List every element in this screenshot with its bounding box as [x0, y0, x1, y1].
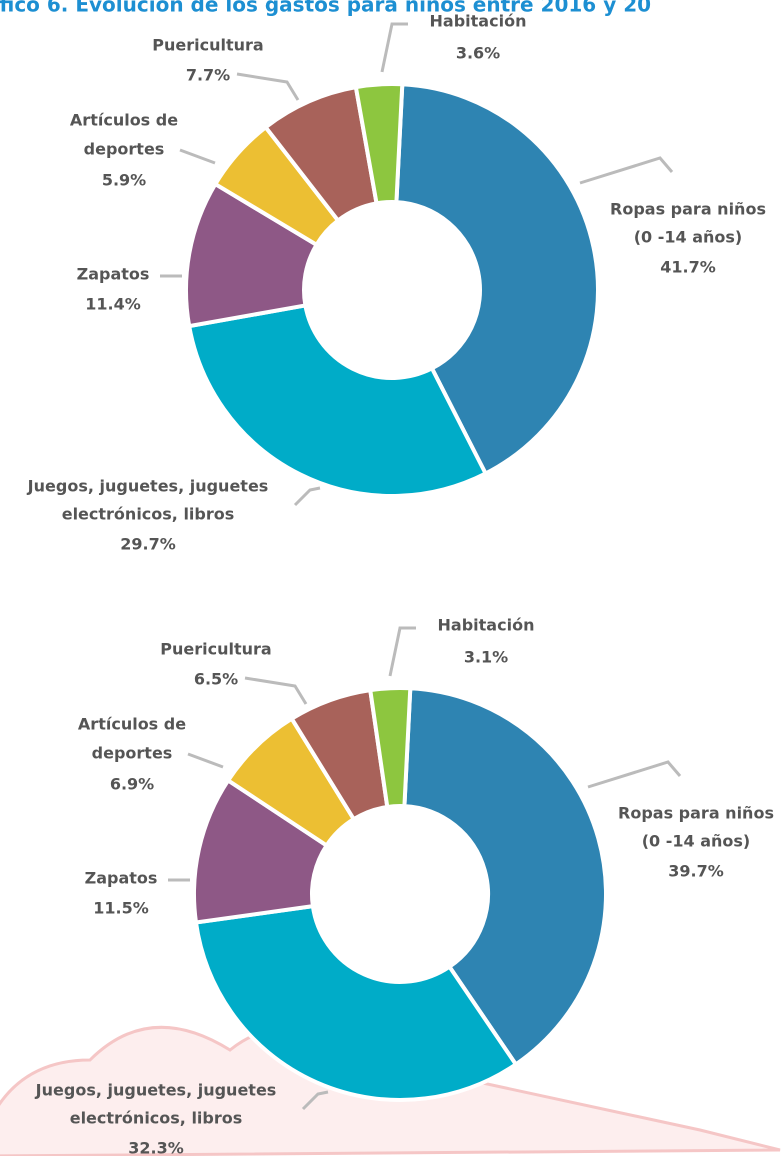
slice-label: Puericultura: [152, 36, 263, 55]
value-label: 6.5%: [194, 670, 238, 689]
slice-label: Artículos de: [70, 111, 178, 130]
slice-label: electrónicos, libros: [70, 1109, 243, 1128]
value-label: 7.7%: [186, 66, 230, 85]
slice-label: deportes: [92, 744, 173, 763]
leader-line: [187, 752, 224, 769]
value-label: 6.9%: [110, 775, 154, 794]
chart-title: áfico 6. Evolución de los gastos para ni…: [0, 0, 651, 17]
slice-label: Juegos, juguetes, juguetes: [27, 477, 269, 496]
slice-label: electrónicos, libros: [62, 505, 235, 524]
slice-label: Ropas para niños: [610, 200, 766, 219]
leader-line: [380, 22, 408, 73]
slice-label: (0 -14 años): [634, 228, 743, 247]
value-label: 29.7%: [120, 535, 176, 554]
leader-line: [579, 156, 674, 185]
donut-slice: [186, 303, 489, 498]
value-label: 3.1%: [464, 648, 508, 667]
leader-line: [244, 676, 308, 705]
slice-label: deportes: [84, 140, 165, 159]
value-label: 41.7%: [660, 258, 716, 277]
value-label: 39.7%: [668, 862, 724, 881]
value-label: 11.4%: [85, 295, 141, 314]
slice-label: (0 -14 años): [642, 832, 751, 851]
donut-slice: [402, 686, 608, 1068]
leader-line: [236, 72, 300, 101]
slice-label: Ropas para niños: [618, 804, 774, 823]
slice-label: Juegos, juguetes, juguetes: [35, 1081, 277, 1100]
leader-line: [293, 486, 321, 507]
value-label: 5.9%: [102, 171, 146, 190]
donut-slice: [394, 82, 600, 477]
donut-slice: [353, 82, 405, 206]
slice-label: Zapatos: [85, 869, 158, 888]
donut-slice: [193, 903, 519, 1102]
value-label: 32.3%: [128, 1139, 184, 1156]
slice-label: Puericultura: [160, 640, 271, 659]
slice-label: Zapatos: [77, 265, 150, 284]
leader-line: [388, 626, 416, 677]
value-label: 11.5%: [93, 899, 149, 918]
slice-label: Habitación: [430, 12, 527, 31]
value-label: 3.6%: [456, 44, 500, 63]
slice-label: Artículos de: [78, 715, 186, 734]
leader-line: [179, 148, 216, 165]
leader-line: [301, 1090, 329, 1111]
leader-line: [587, 760, 682, 789]
slice-label: Habitación: [438, 616, 535, 635]
donut-slice: [368, 686, 413, 810]
